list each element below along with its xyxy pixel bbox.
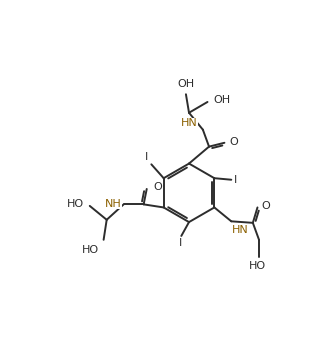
Text: OH: OH [214, 96, 231, 105]
Text: O: O [153, 182, 162, 191]
Text: O: O [229, 137, 238, 147]
Text: HO: HO [82, 245, 99, 255]
Text: I: I [179, 238, 182, 248]
Text: HN: HN [181, 118, 198, 128]
Text: HN: HN [232, 225, 249, 235]
Text: O: O [261, 201, 270, 211]
Text: I: I [234, 175, 238, 185]
Text: NH: NH [105, 199, 121, 209]
Text: HO: HO [249, 261, 266, 272]
Text: I: I [145, 152, 148, 162]
Text: OH: OH [177, 79, 195, 89]
Text: HO: HO [66, 199, 84, 209]
